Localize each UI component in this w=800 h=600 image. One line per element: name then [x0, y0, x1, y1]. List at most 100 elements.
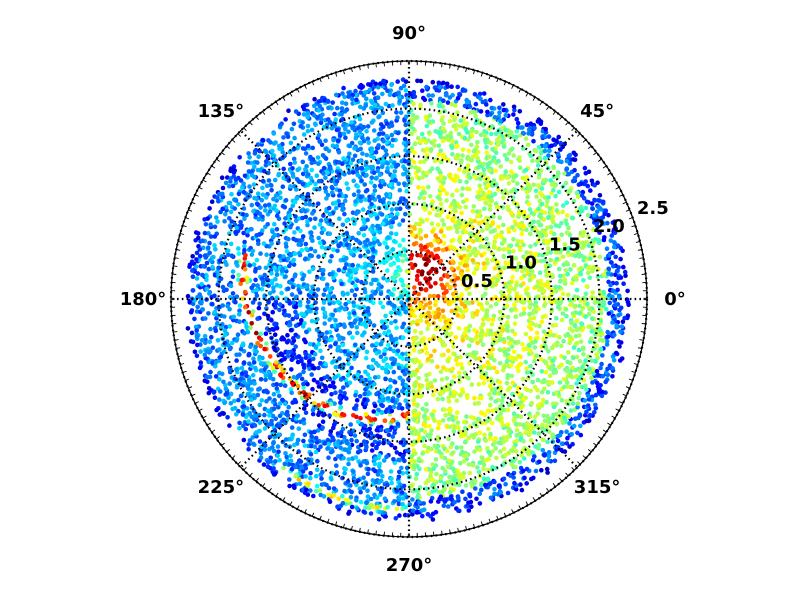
scatter-point [493, 150, 499, 156]
scatter-point [330, 380, 336, 385]
scatter-point [458, 118, 464, 124]
scatter-point [550, 333, 556, 338]
scatter-point [190, 339, 196, 345]
scatter-point [574, 381, 579, 386]
scatter-point [567, 337, 572, 343]
scatter-point [559, 441, 565, 447]
scatter-point [236, 251, 242, 256]
scatter-point [333, 390, 338, 396]
scatter-point [354, 398, 360, 403]
scatter-point [477, 417, 482, 422]
scatter-point [340, 222, 346, 228]
scatter-point [310, 386, 315, 392]
scatter-point [285, 256, 291, 262]
scatter-point [307, 202, 313, 207]
scatter-point [188, 309, 194, 315]
scatter-point [573, 334, 579, 339]
scatter-point [264, 252, 269, 257]
scatter-point [352, 406, 357, 411]
scatter-point [365, 217, 370, 223]
scatter-point [616, 275, 621, 281]
scatter-point [363, 189, 369, 194]
scatter-point [307, 358, 312, 364]
scatter-point [466, 148, 472, 154]
scatter-point [411, 398, 416, 403]
scatter-point [574, 287, 580, 293]
scatter-point [337, 395, 343, 400]
scatter-point [344, 107, 350, 112]
scatter-point [358, 90, 364, 95]
scatter-point [265, 459, 271, 465]
scatter-point [512, 480, 517, 486]
scatter-point [458, 445, 464, 450]
scatter-point [286, 236, 291, 242]
scatter-point [431, 293, 437, 299]
scatter-point [576, 395, 582, 401]
scatter-point [293, 323, 299, 329]
scatter-point [561, 203, 566, 208]
scatter-point [499, 398, 505, 404]
scatter-point [492, 239, 498, 245]
scatter-point [257, 420, 263, 426]
scatter-point [321, 300, 327, 305]
scatter-point [463, 483, 469, 488]
scatter-point [420, 383, 425, 389]
scatter-point [323, 385, 328, 391]
scatter-point [495, 142, 501, 147]
scatter-point [339, 106, 345, 111]
scatter-point [323, 335, 329, 340]
scatter-point [342, 488, 347, 494]
scatter-point [553, 193, 558, 199]
scatter-point [335, 454, 341, 459]
scatter-point [271, 391, 277, 397]
scatter-point [318, 218, 324, 223]
scatter-point [323, 146, 329, 152]
scatter-point [296, 242, 302, 247]
scatter-point [340, 100, 345, 105]
scatter-point [464, 97, 470, 103]
scatter-point [276, 171, 282, 177]
scatter-point [206, 266, 212, 272]
scatter-point [584, 409, 589, 415]
scatter-point [368, 511, 374, 516]
scatter-point [554, 316, 559, 321]
scatter-point [264, 183, 270, 189]
scatter-point [456, 326, 462, 331]
scatter-point [272, 177, 278, 183]
scatter-point [561, 338, 566, 344]
scatter-point [562, 171, 567, 176]
scatter-point [313, 473, 319, 479]
scatter-point [220, 185, 226, 191]
scatter-point [423, 409, 429, 414]
scatter-point [539, 201, 545, 207]
scatter-point [436, 143, 442, 148]
scatter-point [514, 428, 520, 433]
scatter-point [205, 379, 210, 385]
scatter-point [572, 167, 577, 173]
scatter-point [571, 355, 576, 361]
scatter-point [312, 216, 318, 222]
scatter-point [605, 329, 610, 335]
scatter-point [391, 457, 396, 462]
scatter-point [480, 228, 485, 233]
scatter-point [219, 175, 225, 180]
scatter-point [455, 84, 461, 90]
scatter-point [347, 311, 352, 316]
scatter-point [564, 429, 569, 435]
scatter-point [398, 110, 404, 115]
scatter-point [371, 91, 377, 96]
scatter-point [400, 283, 406, 288]
scatter-point [397, 222, 402, 227]
scatter-point [346, 361, 351, 367]
scatter-point [380, 145, 386, 150]
scatter-point [582, 165, 588, 171]
scatter-point [598, 346, 604, 352]
scatter-point [604, 246, 610, 251]
scatter-point [391, 238, 397, 244]
scatter-point [284, 340, 290, 345]
scatter-point [309, 372, 315, 377]
scatter-point [337, 356, 342, 361]
scatter-point [245, 232, 250, 238]
scatter-point [297, 299, 303, 305]
scatter-point [430, 517, 436, 522]
